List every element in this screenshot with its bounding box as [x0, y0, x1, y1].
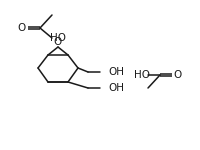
Text: O: O: [174, 70, 182, 80]
Text: OH: OH: [108, 83, 124, 93]
Text: HO: HO: [134, 70, 150, 80]
Text: OH: OH: [108, 67, 124, 77]
Text: O: O: [18, 23, 26, 33]
Text: HO: HO: [50, 33, 66, 43]
Text: O: O: [54, 37, 62, 47]
